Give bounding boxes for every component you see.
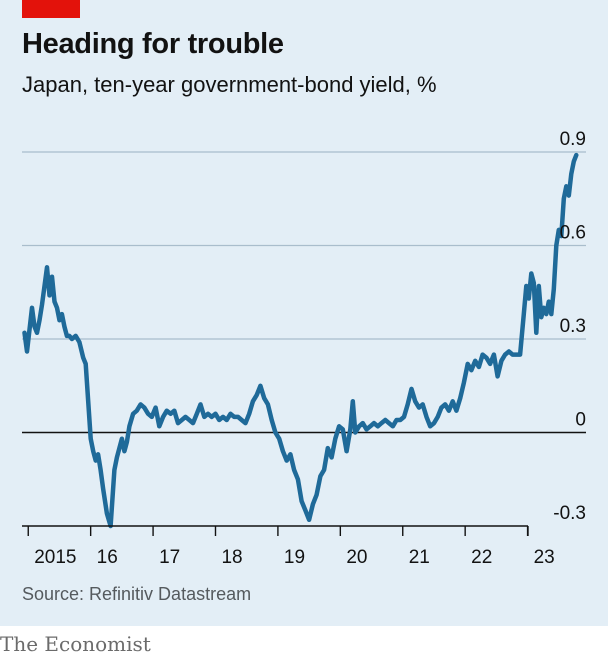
x-tick-label-8: 23 bbox=[534, 547, 555, 568]
x-tick-label-2: 17 bbox=[159, 547, 180, 568]
x-tick-label-5: 20 bbox=[346, 547, 367, 568]
y-tick-label-0: 0.9 bbox=[560, 129, 586, 150]
x-tick-label-7: 22 bbox=[471, 547, 492, 568]
series-line-0 bbox=[22, 152, 579, 529]
y-tick-label-4: -0.3 bbox=[553, 503, 586, 524]
chart-subtitle: Japan, ten-year government-bond yield, % bbox=[22, 72, 437, 97]
y-tick-label-2: 0.3 bbox=[560, 316, 586, 337]
x-tick-label-6: 21 bbox=[409, 547, 430, 568]
x-tick-label-4: 19 bbox=[284, 547, 305, 568]
brand-red-tag bbox=[22, 0, 80, 18]
x-tick-label-0: 2015 bbox=[34, 547, 76, 568]
publisher-brand: The Economist bbox=[0, 632, 151, 656]
grid-layer bbox=[22, 151, 586, 434]
y-tick-label-1: 0.6 bbox=[560, 223, 586, 244]
line-chart: 0.9 0.6 0.3 0 -0.3 2015 16 17 18 19 20 21 22 23 bbox=[22, 129, 586, 568]
source-note: Source: Refinitiv Datastream bbox=[22, 584, 252, 604]
x-axis: 0.9 0.6 0.3 0 -0.3 2015 16 17 18 19 20 21 22 23 bbox=[22, 129, 586, 568]
chart-title: Heading for trouble bbox=[22, 28, 284, 60]
y-tick-label-3: 0 bbox=[575, 410, 586, 431]
series-layer bbox=[22, 152, 579, 529]
chart-panel bbox=[0, 0, 608, 626]
x-tick-label-3: 18 bbox=[221, 547, 242, 568]
x-tick-label-1: 16 bbox=[97, 547, 118, 568]
